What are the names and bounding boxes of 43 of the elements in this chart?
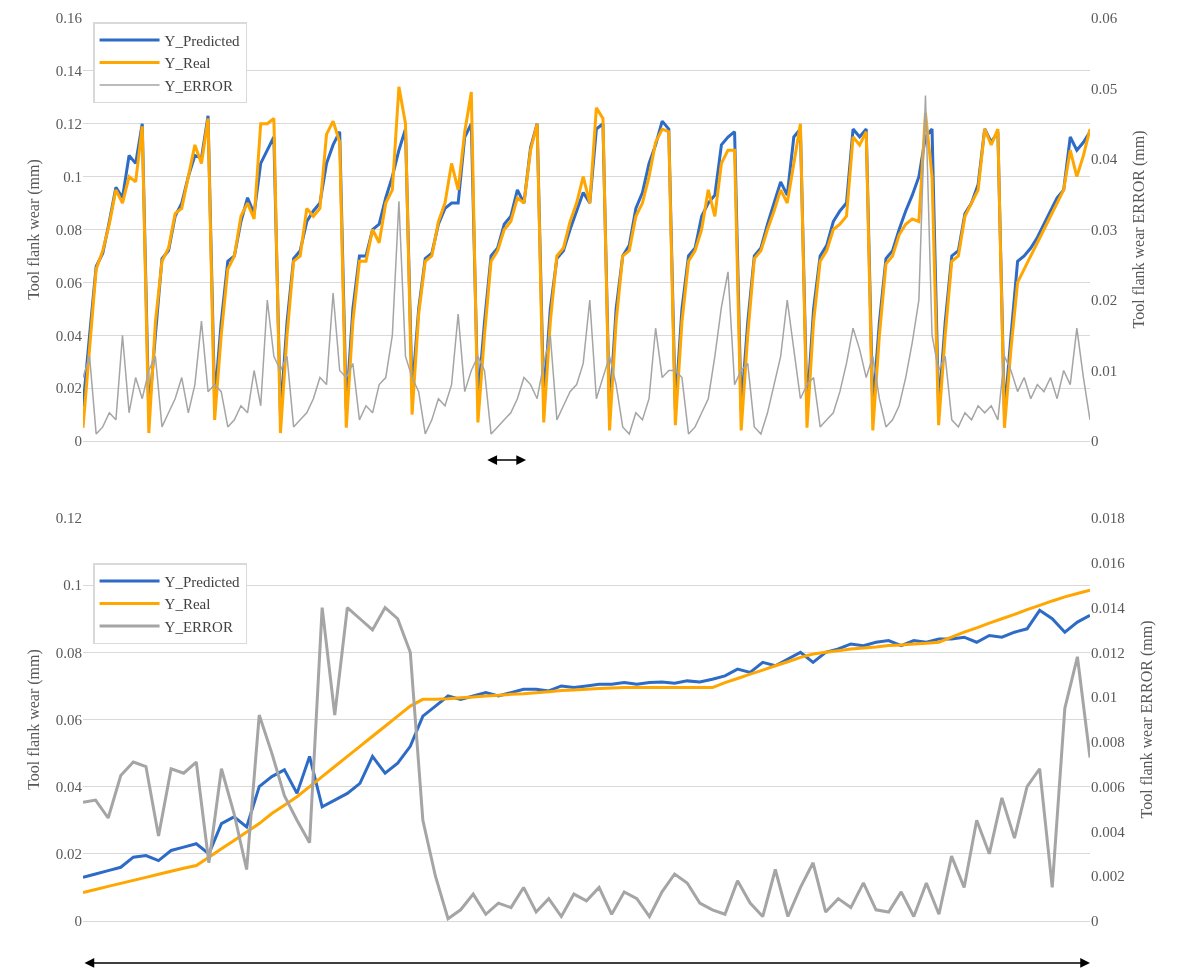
- y2-tick-label: 0.01: [1091, 362, 1118, 379]
- y-tick-label: 0.08: [55, 644, 82, 661]
- y-tick-label: 0: [74, 913, 82, 930]
- y-tick-label: 0.14: [55, 63, 83, 80]
- y2-axis-title: Tool flank wear ERROR (mm): [1130, 130, 1149, 329]
- y2-tick-label: 0.014: [1091, 599, 1126, 616]
- y-tick-label: 0.04: [55, 327, 83, 344]
- y-tick-label: 0.06: [55, 711, 83, 728]
- y2-tick-label: 0.05: [1091, 80, 1118, 97]
- y-tick-label: 0.1: [63, 577, 82, 594]
- legend-label: Y_ERROR: [164, 77, 233, 94]
- y2-tick-label: 0: [1091, 433, 1099, 450]
- y2-tick-label: 0.012: [1091, 644, 1125, 661]
- y-tick-label: 0.12: [55, 510, 82, 527]
- y-tick-label: 0.1: [63, 168, 82, 185]
- y2-tick-label: 0.004: [1091, 823, 1126, 840]
- legend-label: Y_Predicted: [164, 32, 241, 49]
- y-tick-label: 0.16: [55, 10, 83, 27]
- y-axis-title: Tool flank wear (mm): [24, 649, 43, 790]
- legend-label: Y_ERROR: [164, 618, 233, 635]
- y2-tick-label: 0.008: [1091, 734, 1125, 751]
- y-tick-label: 0.02: [55, 846, 82, 863]
- legend-label: Y_Predicted: [164, 573, 241, 590]
- y-tick-label: 0.02: [55, 380, 82, 397]
- y-tick-label: 0.12: [55, 116, 82, 132]
- y2-tick-label: 0.018: [1091, 510, 1125, 527]
- legend-label: Y_Real: [164, 55, 211, 72]
- y2-tick-label: 0.01: [1091, 689, 1118, 706]
- y2-tick-label: 0.06: [1091, 10, 1118, 27]
- y-tick-label: 0.04: [55, 778, 83, 795]
- y-axis-title: Tool flank wear (mm): [24, 159, 43, 300]
- y2-tick-label: 0.006: [1091, 778, 1126, 795]
- y2-axis-title: Tool flank wear ERROR (mm): [1137, 620, 1156, 819]
- y2-tick-label: 0.02: [1091, 292, 1118, 309]
- y2-tick-label: 0.016: [1091, 555, 1126, 572]
- y-tick-label: 0.08: [55, 221, 82, 238]
- y2-tick-label: 0.04: [1091, 151, 1118, 168]
- y-tick-label: 0: [74, 433, 82, 450]
- y-tick-label: 0.06: [55, 274, 83, 291]
- y2-tick-label: 0.03: [1091, 221, 1118, 238]
- legend-label: Y_Real: [164, 596, 211, 613]
- y2-tick-label: 0.002: [1091, 868, 1125, 885]
- y2-tick-label: 0: [1091, 913, 1099, 930]
